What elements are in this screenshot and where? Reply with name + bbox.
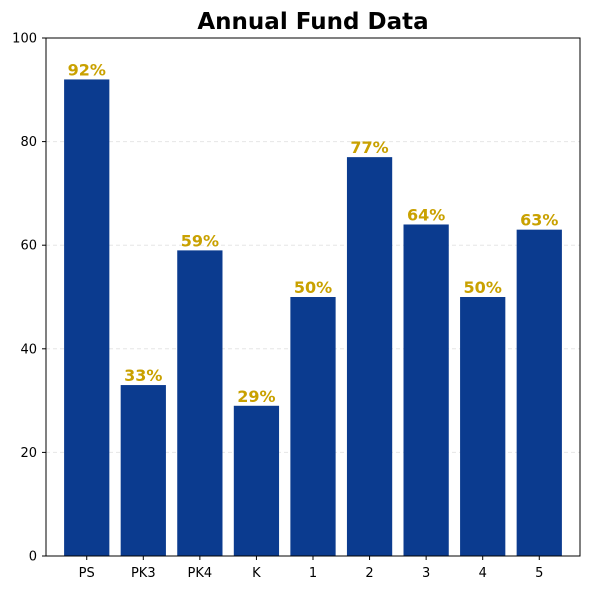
bar-2 — [346, 157, 393, 556]
x-tick-label: K — [252, 566, 261, 581]
data-label: 92% — [68, 60, 106, 79]
data-label: 33% — [124, 366, 162, 385]
x-tick-label: 5 — [535, 566, 543, 581]
bar-5 — [516, 229, 562, 556]
data-label: 64% — [407, 205, 445, 224]
y-tick-label: 100 — [12, 32, 37, 47]
y-tick-label: 60 — [20, 239, 37, 254]
x-tick-label: PK3 — [131, 566, 156, 581]
x-tick-label: 2 — [365, 566, 373, 581]
y-tick-label: 20 — [20, 446, 37, 461]
data-label: 63% — [520, 211, 558, 230]
y-axis: 0 20 40 60 80 100 — [12, 32, 46, 565]
x-tick-label: 1 — [309, 566, 317, 581]
bar-1 — [290, 297, 336, 556]
data-label: 29% — [237, 387, 275, 406]
bar-k — [233, 405, 280, 556]
plot-frame — [45, 37, 581, 557]
bar-3 — [403, 224, 449, 557]
data-label: 77% — [350, 138, 388, 157]
x-tick-label: 3 — [422, 566, 430, 581]
data-labels: 92% 33% 59% 29% 50% 77% 64% 50% 63% — [68, 60, 559, 405]
y-tick-label: 80 — [20, 135, 37, 150]
bars — [64, 79, 562, 557]
bar-pk3 — [120, 385, 166, 556]
data-label: 59% — [181, 231, 219, 250]
x-tick-label: PS — [79, 566, 95, 581]
y-tick-label: 0 — [29, 550, 37, 565]
bar-4 — [460, 297, 506, 556]
bar-pk4 — [177, 250, 223, 556]
bar-ps — [64, 79, 110, 556]
x-tick-label: 4 — [479, 566, 487, 581]
data-label: 50% — [464, 278, 502, 297]
x-axis: PS PK3 PK4 K 1 2 3 4 5 — [79, 556, 543, 581]
y-tick-label: 40 — [20, 342, 37, 357]
x-tick-label: PK4 — [188, 566, 213, 581]
chart-title: Annual Fund Data — [197, 9, 428, 35]
data-label: 50% — [294, 278, 332, 297]
